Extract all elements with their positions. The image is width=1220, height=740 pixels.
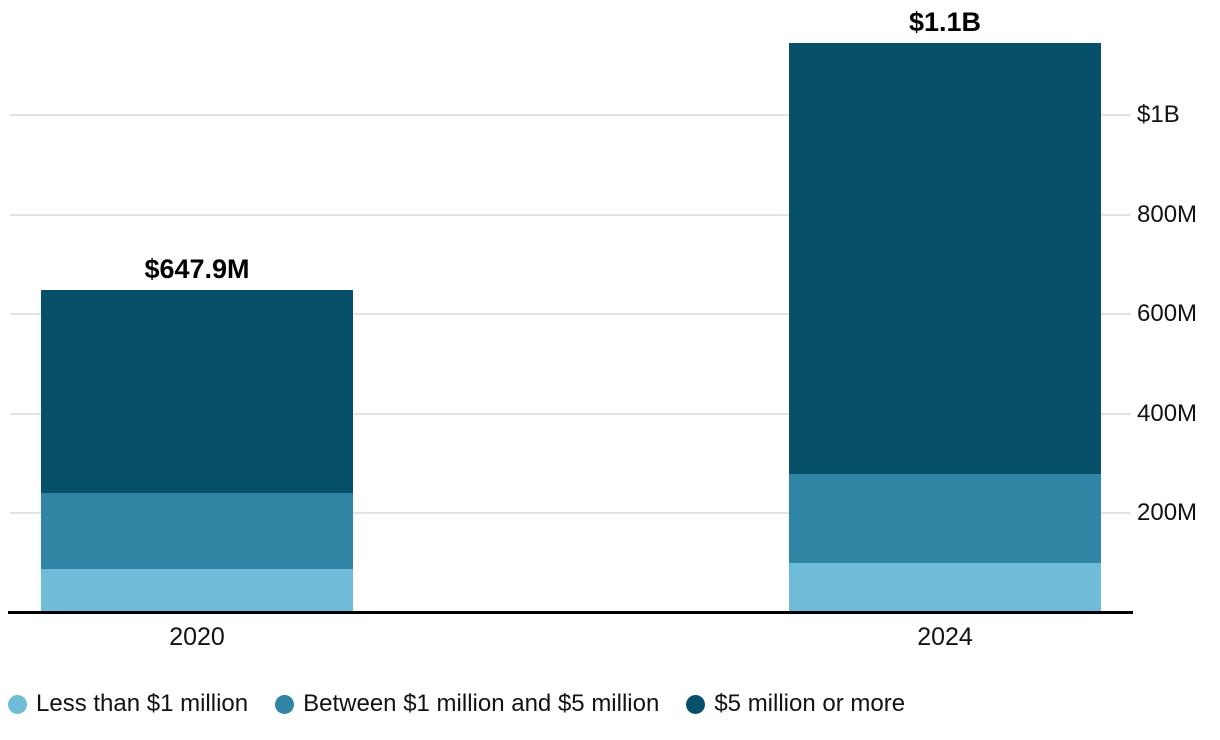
gridline-800m bbox=[10, 213, 1131, 216]
legend-swatch-5m-or-more bbox=[686, 694, 706, 714]
y-axis-tick-label: 800M bbox=[1137, 200, 1198, 228]
gridline-600m bbox=[10, 313, 1131, 316]
bar-segment-2024-series-2 bbox=[789, 43, 1101, 475]
legend-label-between-1m-and-5m: Between $1 million and $5 million bbox=[303, 690, 660, 717]
legend-item-between-1m-and-5m: Between $1 million and $5 million bbox=[275, 690, 659, 718]
bar-segment-2024-series-1 bbox=[789, 474, 1101, 564]
y-axis-tick-label: 400M bbox=[1137, 399, 1198, 427]
gridline-400m bbox=[10, 412, 1131, 415]
y-axis-tick-label: 200M bbox=[1137, 499, 1198, 527]
bar-segment-2020-series-0 bbox=[41, 569, 353, 613]
legend-item-5m-or-more: $5 million or more bbox=[686, 690, 905, 718]
legend-label-5m-or-more: $5 million or more bbox=[714, 690, 906, 717]
bar-total-label-2024: $1.1B bbox=[908, 7, 982, 38]
y-axis-tick-label: $1B bbox=[1137, 101, 1180, 128]
legend: Less than $1 million Between $1 million … bbox=[8, 690, 905, 718]
legend-swatch-between-1m-and-5m bbox=[275, 694, 295, 714]
bar-segment-2024-series-0 bbox=[789, 563, 1101, 613]
gridline-1b bbox=[10, 114, 1131, 116]
bar-segment-2020-series-1 bbox=[41, 493, 353, 570]
x-axis-category-label-2020: 2020 bbox=[169, 623, 225, 651]
x-axis-category-label-2024: 2024 bbox=[917, 623, 973, 651]
bar-total-label-2020: $647.9M bbox=[144, 254, 250, 285]
legend-item-less-than-1m: Less than $1 million bbox=[8, 690, 248, 718]
gridline-200m bbox=[10, 512, 1131, 515]
bar-segment-2020-series-2 bbox=[41, 290, 353, 493]
legend-swatch-less-than-1m bbox=[8, 694, 27, 714]
y-axis-tick-label: 600M bbox=[1137, 300, 1198, 328]
x-axis-line bbox=[8, 611, 1133, 614]
legend-label-less-than-1m: Less than $1 million bbox=[36, 690, 249, 717]
